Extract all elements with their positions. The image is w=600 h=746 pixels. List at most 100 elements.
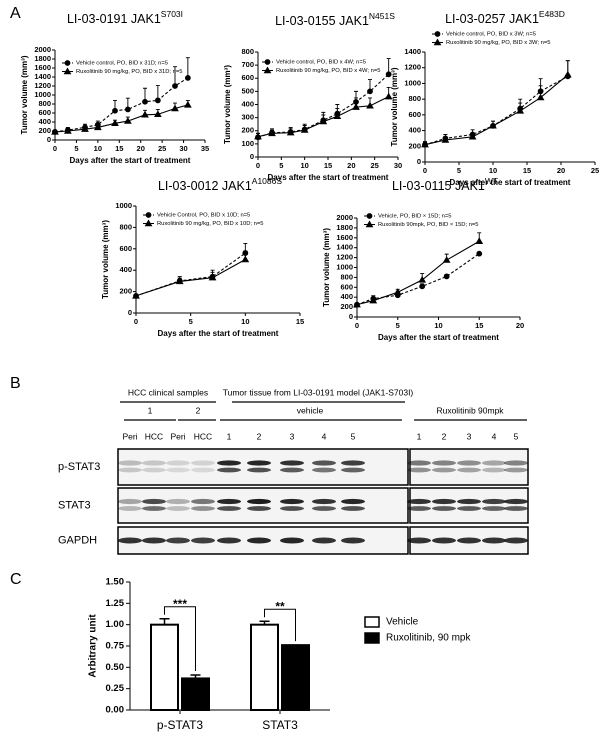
blot-band — [457, 467, 481, 473]
legend-marker — [433, 38, 442, 46]
series-line — [135, 252, 246, 297]
x-tick-label: 5 — [457, 166, 461, 175]
legend-marker — [64, 60, 71, 66]
blot-band — [166, 460, 190, 466]
significance-bracket — [264, 608, 296, 642]
series-line — [257, 73, 390, 138]
group-header: Tumor tissue from LI-03-0191 model (JAK1… — [223, 387, 414, 397]
blot-band — [457, 460, 481, 466]
data-point — [468, 132, 477, 140]
data-point — [475, 237, 484, 244]
x-tick-label: STAT3 — [262, 718, 298, 732]
y-tick-label: 1200 — [336, 253, 353, 262]
data-point — [384, 92, 393, 100]
y-tick-label: 600 — [340, 282, 353, 291]
x-tick-label: 10 — [489, 166, 497, 175]
blot-band — [118, 460, 142, 466]
x-tick-label: 15 — [475, 321, 483, 330]
y-tick-label: 1.25 — [106, 598, 125, 609]
blot-band — [341, 506, 365, 511]
panel-label: A — [10, 5, 21, 22]
lane-label: 5 — [351, 431, 356, 441]
data-point — [112, 107, 118, 114]
legend-label: Vehicle control, PO, BID x 3W; n=5 — [446, 32, 536, 38]
blot-band — [482, 460, 506, 466]
y-tick-label: 700 — [241, 60, 254, 69]
blot-band — [247, 537, 271, 544]
x-tick-label: 20 — [516, 321, 524, 330]
legend-label: Ruxolitinib 90 mg/kg, PO, BID x 10D; n=5 — [157, 221, 264, 227]
legend-label: Vehicle — [386, 617, 419, 628]
blot-band — [280, 537, 304, 544]
title-main: LI-03-0155 JAK1 — [275, 14, 369, 28]
y-axis-label: Tumor volume (mm³) — [322, 228, 331, 307]
y-axis-label: Arbitrary unit — [88, 614, 99, 678]
blot-band — [142, 498, 166, 505]
bar — [181, 677, 210, 712]
blot-band — [217, 460, 241, 466]
significance-label: *** — [173, 597, 187, 611]
data-point — [268, 129, 276, 137]
x-tick-label: 0 — [256, 161, 260, 170]
legend-label: Vehicle control, PO, BID x 31D; n=5 — [76, 61, 168, 67]
lane-label: 2 — [257, 431, 262, 441]
y-tick-label: 400 — [241, 99, 254, 108]
panel-label: C — [10, 571, 22, 588]
data-point — [319, 117, 328, 125]
blot-band — [118, 506, 142, 511]
blot-frame — [409, 448, 529, 486]
y-tick-label: 2000 — [34, 45, 51, 54]
x-tick-label: 30 — [179, 144, 187, 153]
blot-band — [142, 467, 166, 473]
blot-band — [341, 498, 365, 505]
y-tick-label: 2000 — [336, 213, 353, 222]
blot-frame — [117, 448, 409, 486]
x-tick-label: 5 — [279, 161, 283, 170]
y-tick-label: 600 — [408, 110, 421, 119]
data-point — [352, 103, 360, 110]
legend-swatch — [364, 616, 380, 628]
data-point — [421, 140, 429, 148]
data-point — [367, 88, 373, 95]
blot-band — [166, 467, 190, 473]
subgroup-label: 2 — [196, 405, 201, 415]
y-tick-label: 1400 — [404, 47, 421, 56]
data-point — [353, 300, 361, 308]
blot-band — [341, 537, 365, 544]
x-tick-label: 25 — [591, 166, 599, 175]
data-point — [369, 296, 378, 304]
lane-label: 2 — [442, 431, 447, 441]
blot-band — [457, 498, 481, 505]
y-tick-label: 800 — [119, 222, 132, 231]
x-axis-label: Days after the start of treatment — [378, 333, 499, 342]
y-tick-label: 0 — [417, 157, 421, 166]
blot-band — [457, 506, 481, 511]
data-point — [300, 126, 309, 133]
x-tick-label: 35 — [201, 144, 209, 153]
title-sup: S703I — [161, 9, 183, 19]
chart-title: LI-03-0155 JAK1N451S — [275, 11, 395, 28]
data-point — [563, 70, 572, 78]
subgroup-label: vehicle — [297, 405, 324, 415]
row-label: p-STAT3 — [58, 461, 100, 473]
blot-band — [280, 467, 304, 473]
blot-band — [504, 460, 528, 466]
x-tick-label: 15 — [296, 317, 304, 326]
blot-band — [504, 537, 528, 544]
legend-label: Vehicle control, PO, BID x 4W; n=5 — [276, 60, 366, 66]
blot-band — [217, 537, 241, 544]
y-axis-label: Tumor volume (mm³) — [101, 220, 110, 299]
blot-band — [407, 537, 431, 544]
data-point — [172, 83, 178, 89]
legend-label: Ruxolitinib 90mpk, PO, BID × 15D; n=5 — [378, 222, 479, 228]
blot-band — [142, 537, 166, 544]
blot-band — [280, 460, 304, 466]
y-tick-label: 1600 — [34, 63, 51, 72]
blot-band — [432, 498, 456, 505]
x-axis-label: Days after the start of treatment — [158, 329, 279, 338]
y-tick-label: 0 — [47, 135, 51, 144]
y-tick-label: 1000 — [34, 90, 51, 99]
data-point — [442, 256, 451, 263]
data-point — [241, 255, 250, 263]
lane-label: 4 — [322, 431, 327, 441]
